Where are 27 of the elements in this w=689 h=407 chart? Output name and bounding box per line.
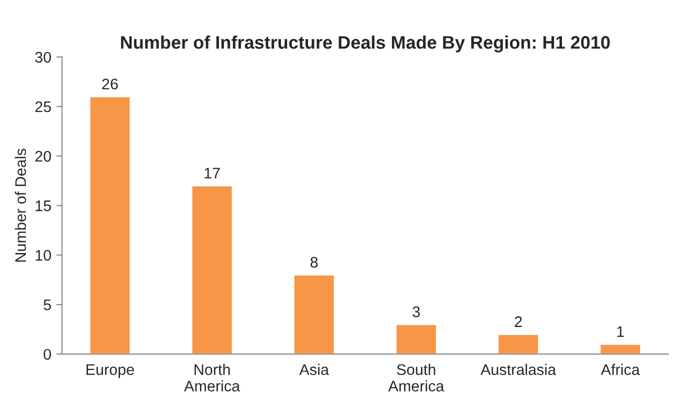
data-label: 26 (102, 78, 118, 90)
data-label: 3 (412, 306, 420, 318)
x-tick-label: Asia (299, 364, 329, 376)
bar (599, 343, 642, 354)
y-tick-label: 20 (35, 150, 51, 162)
data-label: 8 (310, 256, 318, 268)
y-tick-label: 0 (44, 348, 51, 360)
data-label: 1 (617, 326, 624, 337)
chart-title: Number of Infrastructure Deals Made By Region: H1 2010 (121, 36, 610, 52)
x-tick-label: Australasia (480, 364, 556, 376)
y-axis-title: Number of Deals (14, 148, 26, 262)
y-tick-label: 5 (44, 300, 51, 310)
x-tick-label: Africa (600, 364, 640, 376)
y-tick-label: 25 (35, 101, 51, 112)
bar (497, 334, 540, 354)
y-tick-label: 10 (36, 250, 51, 261)
y-tick-label: 30 (35, 52, 51, 63)
y-tick-label: 15 (36, 200, 51, 212)
data-label: 17 (204, 168, 220, 178)
x-tick-label: Europe (86, 364, 134, 378)
bar (190, 185, 234, 354)
bar (293, 274, 336, 354)
data-label: 2 (514, 316, 522, 327)
x-tick-label: South America (388, 364, 444, 392)
bar (395, 324, 438, 354)
bar (88, 96, 132, 354)
x-tick-label: North America (184, 364, 240, 392)
